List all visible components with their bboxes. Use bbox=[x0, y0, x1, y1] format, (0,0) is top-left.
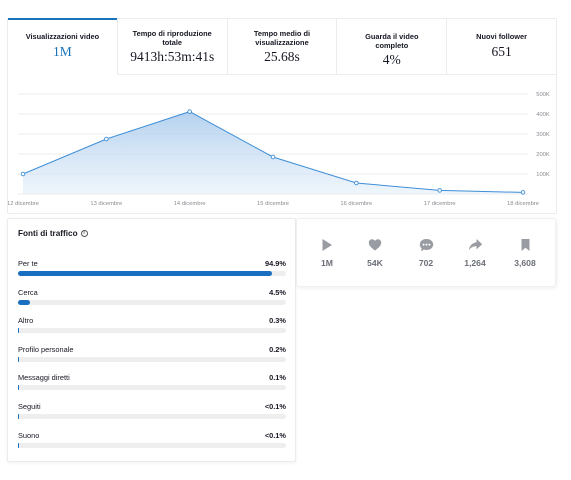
traffic-source-bar-track bbox=[18, 442, 286, 448]
views-area bbox=[23, 111, 523, 194]
tab-label: Tempo medio di visualizzazione bbox=[253, 29, 311, 47]
traffic-source-bar-fill bbox=[18, 442, 20, 448]
data-point bbox=[354, 180, 359, 186]
traffic-source-bar-fill bbox=[18, 385, 20, 391]
traffic-source-name: Messaggi diretti bbox=[18, 373, 70, 383]
tab-label: Visualizzazioni video bbox=[25, 32, 100, 41]
tab-value: 25.68s bbox=[264, 49, 300, 64]
data-point bbox=[520, 190, 526, 195]
traffic-source-bar-fill bbox=[18, 271, 273, 276]
like-count: 54K bbox=[367, 258, 383, 268]
traffic-sources-title: Fonti di traffico i bbox=[18, 229, 88, 238]
data-point bbox=[104, 136, 109, 142]
traffic-source-bar-fill bbox=[18, 328, 20, 334]
heart-icon bbox=[368, 239, 382, 251]
data-point bbox=[187, 109, 192, 114]
tab-label: Guarda il video completo bbox=[365, 32, 419, 50]
traffic-source-value: 0.3% bbox=[269, 316, 286, 326]
like-stat: 54K bbox=[350, 238, 400, 268]
traffic-source-bar-track bbox=[18, 328, 286, 334]
traffic-source-row: Cerca 4.5% bbox=[18, 288, 286, 312]
traffic-source-row: Messaggi diretti 0.1% bbox=[18, 373, 286, 397]
tab-value: 651 bbox=[491, 43, 512, 59]
y-tick-label: 200K bbox=[536, 152, 550, 158]
info-icon[interactable]: i bbox=[80, 230, 88, 237]
analytics-card: Visualizzazioni video 1M Tempo di riprod… bbox=[7, 18, 557, 214]
play-stat: 1M bbox=[302, 238, 352, 268]
y-tick-label: 400K bbox=[536, 112, 550, 118]
traffic-source-value: <0.1% bbox=[264, 430, 286, 440]
data-point bbox=[437, 188, 442, 193]
traffic-source-name: Altro bbox=[18, 316, 34, 326]
x-tick-label: 15 dicembre bbox=[257, 201, 289, 207]
traffic-source-value: 0.2% bbox=[269, 344, 286, 354]
traffic-source-bar-track bbox=[18, 299, 286, 305]
traffic-source-row: Altro 0.3% bbox=[18, 316, 286, 340]
y-tick-label: 300K bbox=[536, 132, 550, 138]
traffic-source-value: 4.5% bbox=[269, 287, 286, 297]
traffic-source-bar-fill bbox=[18, 356, 20, 362]
tab-value: 1M bbox=[53, 43, 72, 59]
traffic-source-name: Seguiti bbox=[18, 402, 41, 411]
traffic-source-value: 0.1% bbox=[269, 373, 286, 383]
metric-tabs: Visualizzazioni video 1M Tempo di riprod… bbox=[8, 18, 556, 75]
comment-icon bbox=[419, 239, 433, 251]
data-point bbox=[20, 171, 26, 177]
traffic-source-bar-track bbox=[18, 385, 286, 391]
data-point bbox=[270, 154, 276, 160]
tab-new-followers[interactable]: Nuovi follower 651 bbox=[447, 19, 556, 75]
traffic-source-row: Per te 94.9% bbox=[18, 259, 286, 283]
tab-label: Tempo di riproduzione totale bbox=[132, 29, 212, 47]
traffic-sources-card: Fonti di traffico i Per te 94.9% Cerca 4.5%… bbox=[7, 218, 296, 462]
traffic-source-row: Profilo personale 0.2% bbox=[18, 345, 286, 369]
traffic-source-bar-fill bbox=[18, 299, 31, 305]
y-tick-label: 500K bbox=[536, 92, 550, 98]
tab-watched-full-video[interactable]: Guarda il video completo 4% bbox=[337, 19, 448, 75]
traffic-source-name: Cerca bbox=[18, 287, 38, 297]
tab-total-watch-time[interactable]: Tempo di riproduzione totale 9413h:53m:4… bbox=[117, 19, 228, 75]
traffic-source-bar-fill bbox=[18, 414, 20, 419]
traffic-title-text: Fonti di traffico bbox=[18, 229, 78, 238]
tab-video-views[interactable]: Visualizzazioni video 1M bbox=[8, 18, 118, 75]
tab-value: 9413h:53m:41s bbox=[130, 49, 215, 64]
share-count: 1,264 bbox=[464, 258, 486, 268]
play-count: 1M bbox=[321, 258, 333, 268]
views-chart: 500K 400K 300K 200K 100K 12 dicembre 13 dicemb… bbox=[8, 77, 558, 215]
x-tick-label: 16 dicembre bbox=[340, 201, 372, 207]
bookmark-stat: 3,608 bbox=[500, 238, 550, 268]
comment-count: 702 bbox=[418, 258, 434, 268]
share-stat: 1,264 bbox=[450, 238, 500, 268]
traffic-source-row: Suono <0.1% bbox=[18, 431, 286, 455]
x-tick-label: 18 dicembre bbox=[507, 201, 539, 207]
traffic-source-value: 94.9% bbox=[265, 259, 286, 268]
share-icon bbox=[468, 239, 482, 251]
traffic-source-bar-track bbox=[18, 414, 286, 419]
traffic-source-bar-track bbox=[18, 271, 286, 276]
traffic-source-bar-track bbox=[18, 356, 286, 362]
views-chart-svg: 500K 400K 300K 200K 100K 12 dicembre 13 dicemb… bbox=[8, 92, 550, 207]
x-tick-label: 17 dicembre bbox=[424, 201, 456, 207]
tab-label: Nuovi follower bbox=[476, 32, 528, 41]
x-tick-label: 12 dicembre bbox=[8, 201, 39, 207]
traffic-source-name: Suono bbox=[18, 430, 40, 440]
traffic-source-value: <0.1% bbox=[264, 402, 286, 411]
tab-value: 4% bbox=[382, 52, 401, 67]
traffic-source-name: Profilo personale bbox=[18, 344, 74, 354]
bookmark-icon bbox=[521, 239, 529, 251]
y-tick-label: 100K bbox=[536, 172, 550, 178]
tab-average-watch-time[interactable]: Tempo medio di visualizzazione 25.68s bbox=[227, 19, 338, 75]
x-tick-label: 13 dicembre bbox=[90, 201, 122, 207]
traffic-source-row: Seguiti <0.1% bbox=[18, 402, 286, 426]
x-tick-label: 14 dicembre bbox=[174, 201, 206, 207]
comment-stat: 702 bbox=[401, 238, 451, 268]
engagement-card: 1M 54K 702 1,264 3,608 bbox=[296, 218, 556, 287]
traffic-source-name: Per te bbox=[18, 259, 38, 268]
play-icon bbox=[322, 239, 332, 251]
bookmark-count: 3,608 bbox=[514, 258, 536, 268]
